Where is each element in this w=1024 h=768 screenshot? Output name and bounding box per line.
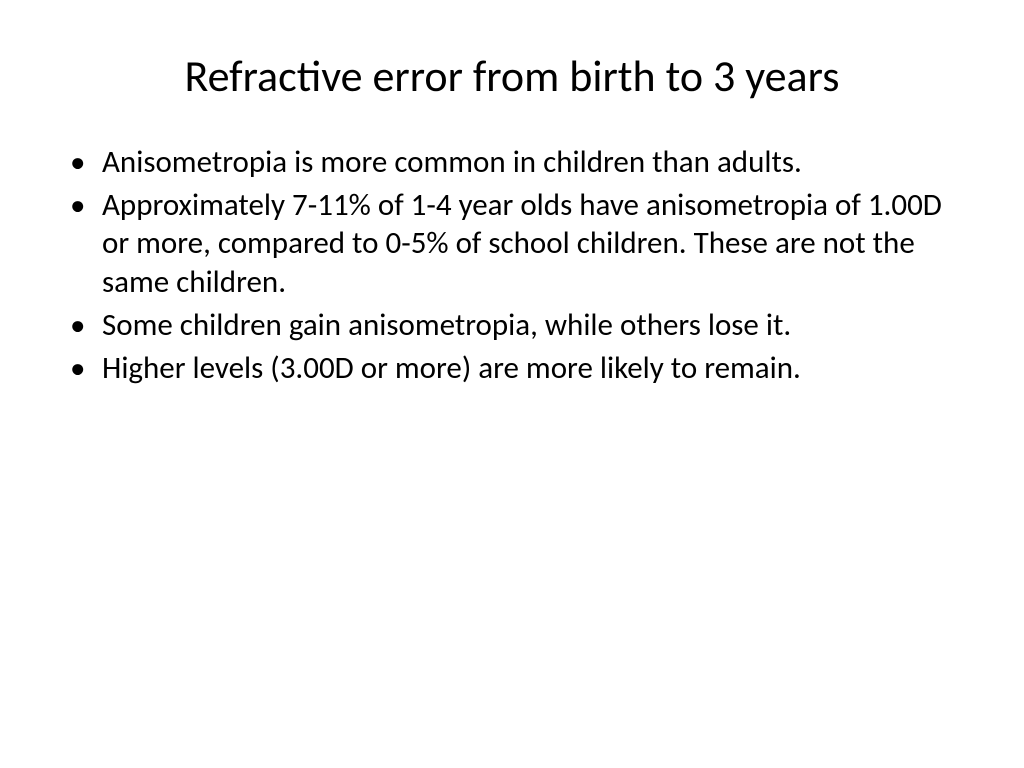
slide-title: Refractive error from birth to 3 years [60,50,964,103]
bullet-list: Anisometropia is more common in children… [60,143,964,388]
bullet-item: Higher levels (3.00D or more) are more l… [60,349,964,388]
bullet-item: Some children gain anisometropia, while … [60,306,964,345]
bullet-item: Approximately 7-11% of 1-4 year olds hav… [60,186,964,302]
bullet-item: Anisometropia is more common in children… [60,143,964,182]
